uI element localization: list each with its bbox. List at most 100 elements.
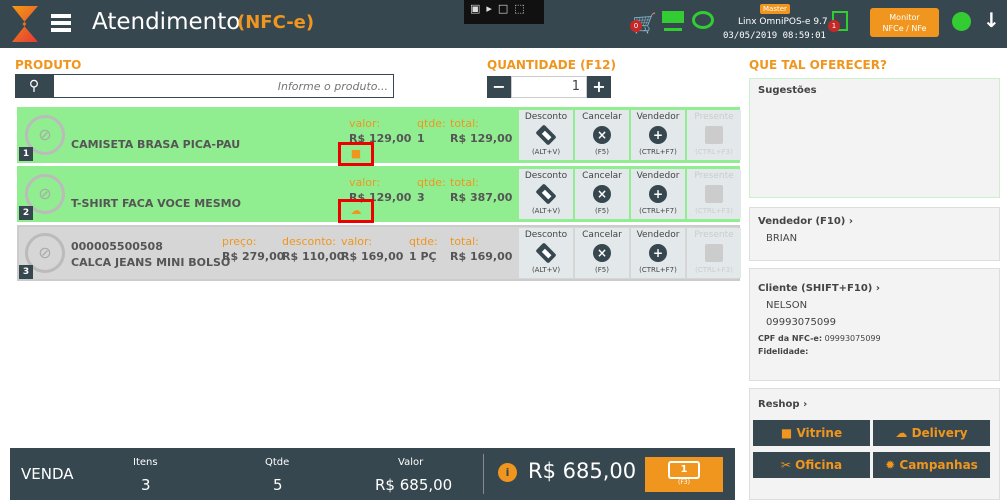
gift-label: Presente	[694, 230, 734, 240]
gift-key: (CTRL+F3)	[695, 266, 733, 274]
valor-value: R$ 169,00	[341, 250, 404, 263]
item-row[interactable]: ⊘ 2 T-SHIRT FACA VOCE MESMO valor: R$ 12…	[17, 166, 741, 223]
globe-icon[interactable]	[952, 12, 971, 31]
gift-button[interactable]: Presente (CTRL+F3)	[687, 110, 741, 160]
header: Atendimento (NFC-e) ▣▸□⬚ 🛒 0 Master Linx…	[0, 0, 1007, 48]
vitrine-button[interactable]: ■ Vitrine	[753, 420, 870, 446]
sale-total: R$ 685,00	[528, 459, 637, 483]
quantity-decrease-button[interactable]: −	[487, 76, 511, 98]
oficina-button[interactable]: ✂ Oficina	[753, 452, 870, 478]
logo-icon	[12, 6, 38, 42]
seller-button[interactable]: Vendedor + (CTRL+F7)	[631, 110, 685, 160]
discount-button[interactable]: Desconto ▮ (ALT+V)	[519, 169, 573, 219]
qty-label: Qtde	[265, 457, 290, 468]
item-name: CALCA JEANS MINI BOLSO	[71, 256, 231, 269]
value-label: Valor	[398, 457, 424, 468]
discount-key: (ALT+V)	[531, 148, 561, 156]
quantity-increase-button[interactable]: +	[587, 76, 611, 98]
discount-button[interactable]: Desconto ▮ (ALT+V)	[519, 228, 573, 278]
cancel-button[interactable]: Cancelar × (F5)	[575, 110, 629, 160]
menu-icon[interactable]	[51, 14, 71, 32]
item-row[interactable]: ⊘ 1 CAMISETA BRASA PICA-PAU valor: R$ 12…	[17, 107, 741, 166]
total-label: total:	[450, 235, 479, 248]
search-icon: ⚲	[28, 78, 40, 94]
quantity-label: QUANTIDADE (F12)	[487, 58, 617, 72]
sidebar-title: QUE TAL OFERECER?	[749, 58, 887, 72]
delivery-label: Delivery	[911, 426, 968, 440]
cloud-download-icon[interactable]: ☁	[338, 199, 374, 223]
toolbar-icon[interactable]: ▣▸□⬚	[470, 2, 531, 15]
seller-label: Vendedor	[636, 230, 680, 240]
close-circle-icon: ×	[593, 126, 611, 144]
product-input[interactable]	[53, 74, 394, 98]
discount-label: Desconto	[524, 171, 568, 181]
discount-button[interactable]: Desconto ▮ (ALT+V)	[519, 110, 573, 160]
cancel-label: Cancelar	[582, 112, 622, 122]
ticket-icon: ▮	[535, 124, 557, 146]
item-name: CAMISETA BRASA PICA-PAU	[71, 138, 241, 151]
monitor-icon[interactable]	[662, 11, 684, 28]
seller-label: Vendedor	[636, 112, 680, 122]
truck-icon[interactable]: ■	[338, 142, 374, 166]
seller-name: BRIAN	[766, 233, 798, 244]
item-code: 000005500508	[71, 240, 163, 253]
badge-icon: ✹	[885, 458, 896, 472]
seller-title: Vendedor (F10)	[758, 216, 846, 227]
cancel-button[interactable]: Cancelar × (F5)	[575, 169, 629, 219]
gift-icon	[705, 185, 723, 203]
search-button[interactable]: ⚲	[15, 74, 53, 98]
campanhas-button[interactable]: ✹ Campanhas	[873, 452, 990, 478]
client-title: Cliente (SHIFT+F10)	[758, 283, 873, 294]
document-count-badge: 1	[828, 20, 840, 32]
client-name: NELSON	[766, 300, 808, 311]
item-index: 1	[19, 147, 33, 161]
total-label: total:	[450, 117, 479, 130]
reshop-label[interactable]: Reshop ›	[758, 399, 991, 410]
gift-icon	[705, 244, 723, 262]
seller-button[interactable]: Vendedor + (CTRL+F7)	[631, 228, 685, 278]
cart-count-badge: 0	[630, 20, 642, 32]
plus-circle-icon: +	[649, 244, 667, 262]
delivery-button[interactable]: ☁ Delivery	[873, 420, 990, 446]
qty-value: 5	[273, 476, 283, 494]
seller-panel[interactable]: Vendedor (F10) › BRIAN	[749, 207, 1000, 261]
item-index: 3	[19, 265, 33, 279]
preco-label: preço:	[222, 235, 257, 248]
cancel-button[interactable]: Cancelar × (F5)	[575, 228, 629, 278]
arrow-down-icon[interactable]: ↓	[983, 8, 1000, 32]
truck-icon: ■	[780, 426, 793, 440]
info-icon[interactable]: i	[498, 463, 517, 482]
discount-label: Desconto	[524, 230, 568, 240]
client-panel[interactable]: Cliente (SHIFT+F10) › NELSON 09993075099…	[749, 268, 1000, 381]
payment-button[interactable]: 1 (F3)	[645, 457, 723, 492]
total-label: total:	[450, 176, 479, 189]
gift-label: Presente	[694, 171, 734, 181]
qtde-value: 3	[417, 191, 425, 204]
cpf-label: CPF da NFC-e:	[758, 334, 823, 343]
valor-label: valor:	[349, 117, 381, 130]
chevron-right-icon: ›	[803, 399, 808, 410]
scissors-icon: ✂	[780, 458, 791, 472]
cpf-line: CPF da NFC-e: 09993075099	[758, 334, 991, 343]
qtde-value: 1	[417, 132, 425, 145]
gift-key: (CTRL+F3)	[695, 207, 733, 215]
qtde-label: qtde:	[417, 176, 446, 189]
cancel-label: Cancelar	[582, 171, 622, 181]
no-photo-icon: ⊘	[25, 115, 65, 155]
seller-key: (CTRL+F7)	[639, 266, 677, 274]
items-label: Itens	[133, 457, 158, 468]
app-version: Linx OmniPOS-e 9.7	[738, 17, 828, 27]
divider	[483, 454, 484, 494]
qtde-label: qtde:	[409, 235, 438, 248]
monitor-nfce-button[interactable]: Monitor NFCe / NFe	[870, 8, 939, 37]
seller-key: (CTRL+F7)	[639, 207, 677, 215]
preco-value: R$ 279,00	[222, 250, 285, 263]
gift-button[interactable]: Presente (CTRL+F3)	[687, 228, 741, 278]
chat-icon[interactable]	[692, 11, 714, 29]
seller-button[interactable]: Vendedor + (CTRL+F7)	[631, 169, 685, 219]
item-row[interactable]: ⊘ 3 000005500508 CALCA JEANS MINI BOLSO …	[17, 225, 741, 281]
discount-label: Desconto	[524, 112, 568, 122]
quantity-input[interactable]: 1	[511, 76, 587, 98]
gift-button[interactable]: Presente (CTRL+F3)	[687, 169, 741, 219]
monitor-label-2: NFCe / NFe	[882, 24, 927, 33]
